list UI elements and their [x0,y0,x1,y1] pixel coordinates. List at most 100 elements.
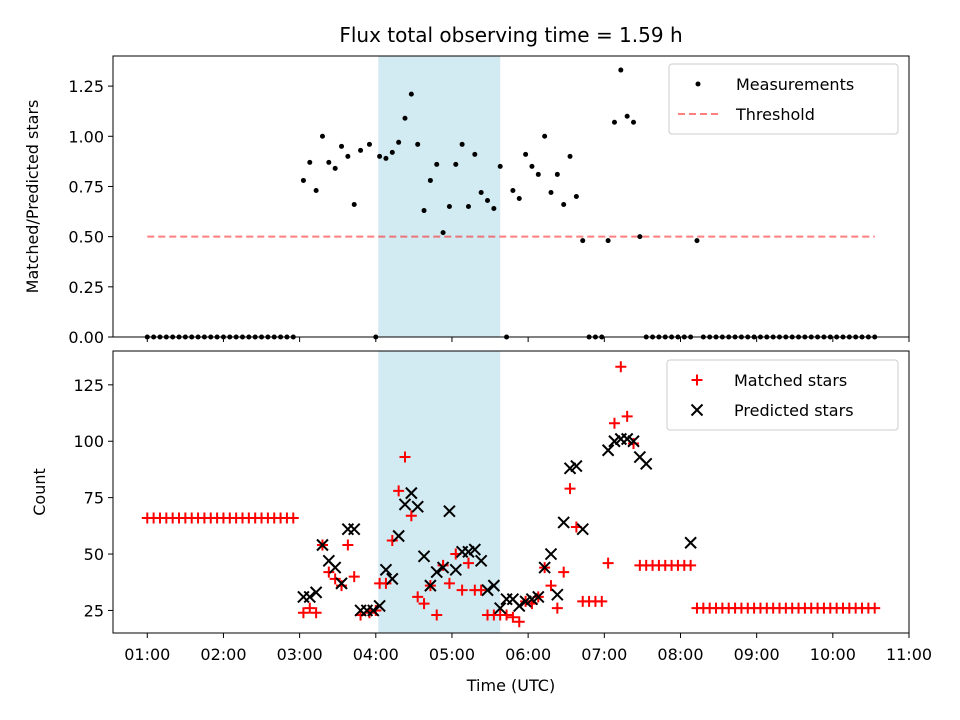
matched-star-point [596,595,608,607]
count-marks [141,361,881,628]
ratio-y-tick-label: 0.50 [68,228,104,247]
predicted-star-point [430,565,443,579]
time-x-tick-label: 11:00 [886,645,932,664]
count-y-tick-label: 25 [84,601,104,620]
legend-predicted-label: Predicted stars [734,401,854,420]
measurement-point [478,189,484,195]
measurement-point [389,149,395,155]
predicted-star-point [544,547,558,561]
measurement-point [580,238,586,244]
legend-threshold-label: Threshold [735,105,815,124]
measurement-point [377,153,383,159]
ratio-marks [144,67,878,340]
count-y-axis-label: Count [30,468,49,516]
chart-title: Flux total observing time = 1.59 h [339,23,682,47]
matched-star-point [621,410,633,422]
predicted-star-point [405,486,418,500]
count-y-tick-label: 100 [73,432,104,451]
measurement-point [446,204,452,210]
time-x-tick-label: 04:00 [353,645,399,664]
matched-star-point [513,616,525,628]
predicted-star-point [576,523,589,536]
predicted-star-point [424,579,437,592]
predicted-star-point [601,444,615,457]
ratio-y-tick-label: 0.75 [68,177,104,196]
ratio-x-ticks [146,337,910,342]
measurement-point [516,196,522,202]
ratio-legend-box [668,63,899,135]
matched-star-point [329,573,341,585]
predicted-star-point [398,498,412,511]
measurement-point [402,115,408,121]
time-x-axis-label: Time (UTC) [466,676,555,695]
legend-measurements-label: Measurements [736,75,854,94]
predicted-star-point [684,536,697,549]
ratio-legend: Measurements Threshold [668,63,899,135]
observing-span-top [378,56,501,337]
time-x-tick-label: 08:00 [657,645,703,664]
matched-star-point [545,580,557,592]
predicted-star-point [316,538,329,552]
count-y-tick-label: 75 [84,489,104,508]
time-x-tick-label: 09:00 [734,645,780,664]
measurement-point [345,153,351,159]
matched-star-point [393,485,405,497]
matched-star-point [551,602,563,614]
matched-star-point [297,607,309,619]
matched-star-point [342,539,354,551]
count-y-tick-label: 50 [84,545,104,564]
measurement-point [421,208,427,214]
matched-star-point [399,451,411,463]
predicted-star-point [335,577,348,590]
measurement-point [313,187,319,193]
matched-star-point [608,417,620,429]
measurement-point [535,171,541,177]
measurement-point [415,141,421,147]
predicted-star-point [328,561,342,574]
time-x-tick-label: 05:00 [429,645,475,664]
predicted-star-point [513,599,526,613]
measurement-point [529,163,535,169]
predicted-star-point [309,586,323,599]
measurement-point [434,161,440,167]
time-x-tick-label: 07:00 [581,645,627,664]
legend-measurements-marker [695,81,701,87]
predicted-star-point [392,529,405,543]
matched-star-point [405,510,417,522]
measurement-point [605,238,611,244]
measurement-point [631,119,637,125]
matched-star-point [462,557,474,569]
time-x-tick-label: 06:00 [505,645,551,664]
matched-star-point [564,483,576,495]
matched-star-point [475,584,487,596]
ratio-y-axis-label: Matched/Predicted stars [23,100,42,294]
measurement-point [366,141,372,147]
legend-matched-marker [691,374,703,386]
predicted-star-point [373,599,386,613]
measurement-point [637,234,643,240]
count-legend-box [666,359,899,431]
predicted-star-point [443,504,456,518]
measurement-point [624,113,630,119]
matched-star-point [869,602,881,614]
matched-star-point [310,607,322,619]
measurement-point [427,177,433,183]
predicted-star-point [367,604,380,617]
matched-star-point [323,566,335,578]
measurement-point [453,161,459,167]
matched-star-point [431,609,443,621]
time-x-tick-label: 01:00 [124,645,170,664]
matched-star-point [615,361,627,373]
predicted-star-point [557,516,570,529]
matched-star-point [348,571,360,583]
predicted-star-point [449,563,462,577]
predicted-star-point [379,563,393,577]
measurement-point [339,143,345,149]
measurement-point [440,230,446,236]
predicted-star-point [386,572,399,586]
matched-star-point [602,557,614,569]
measurement-point [491,206,497,212]
measurement-point [319,133,325,139]
matched-star-point [507,611,519,623]
